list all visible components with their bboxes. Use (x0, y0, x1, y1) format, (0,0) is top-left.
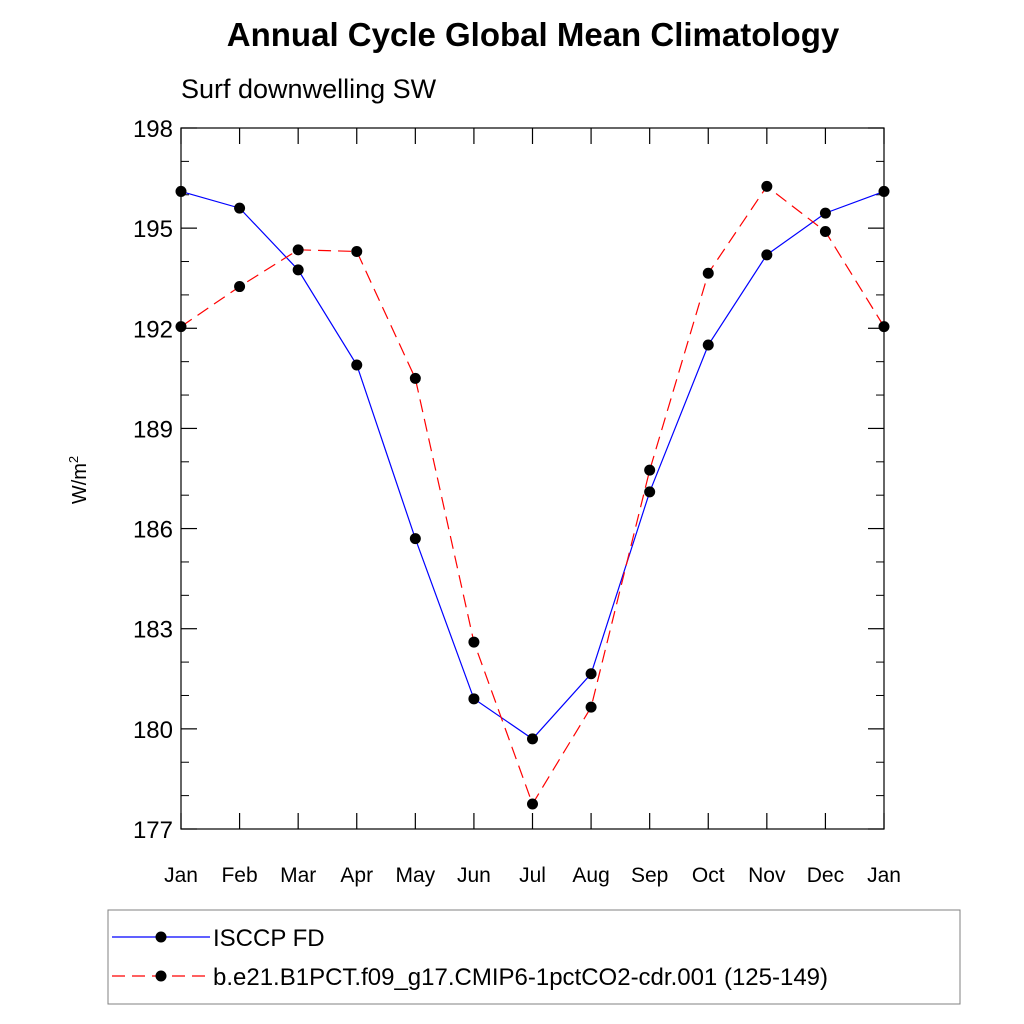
x-tick-label: Dec (807, 864, 844, 887)
series-2-point (234, 281, 246, 293)
y-axis-label-text: W/m (69, 463, 91, 504)
series-2-point (351, 246, 363, 258)
series-1-point (878, 185, 890, 197)
legend: ISCCP FD b.e21.B1PCT.f09_g17.CMIP6-1pctCO… (112, 925, 828, 991)
y-tick-label: 183 (133, 617, 173, 644)
y-tick-label: 198 (133, 116, 173, 143)
x-tick-label: Jul (519, 864, 546, 887)
series-2-point (409, 372, 421, 384)
series-2-point (819, 225, 831, 237)
series-1-point (468, 693, 480, 705)
series-1-point (351, 359, 363, 371)
legend-marker-2 (155, 970, 167, 982)
svg-text:W/m2: W/m2 (66, 456, 91, 504)
x-tick-label: Jan (867, 864, 901, 887)
series-2-point (292, 244, 304, 256)
y-axis-label: W/m2 (66, 456, 91, 504)
series-2-point (175, 321, 187, 333)
series-line-1 (180, 190, 885, 740)
x-tick-label: Nov (748, 864, 786, 887)
series-2-point (468, 636, 480, 648)
series-1-point (644, 486, 656, 498)
x-tick-label: May (395, 864, 435, 887)
series-2-point (761, 180, 773, 192)
series-2-point (702, 267, 714, 279)
x-tick-label: Jan (164, 864, 198, 887)
chart-subtitle: Surf downwelling SW (181, 74, 437, 104)
series-1-point (702, 339, 714, 351)
series-1-point (409, 533, 421, 545)
y-tick-label: 195 (133, 216, 173, 243)
legend-marker-1 (155, 931, 167, 943)
legend-label-2: b.e21.B1PCT.f09_g17.CMIP6-1pctCO2-cdr.00… (213, 964, 828, 991)
x-tick-label: Jun (457, 864, 491, 887)
series-1-point (175, 185, 187, 197)
series-1-point (234, 202, 246, 214)
x-tick-label: Apr (340, 864, 373, 887)
series-2-point (527, 798, 538, 810)
y-tick-label: 186 (133, 517, 173, 544)
chart-title: Annual Cycle Global Mean Climatology (227, 16, 840, 53)
plot-frame (180, 127, 885, 830)
legend-box (107, 909, 961, 1005)
series-layer (175, 180, 890, 810)
series-1-point (585, 668, 597, 680)
y-axis-label-superscript: 2 (66, 456, 81, 463)
x-tick-label: Oct (692, 864, 725, 887)
legend-label-1: ISCCP FD (213, 925, 325, 952)
x-tick-label: Aug (572, 864, 609, 887)
x-tick-label: Feb (221, 864, 257, 887)
series-2-point (585, 701, 597, 713)
y-tick-label: 177 (133, 817, 173, 844)
x-tick-label: Mar (280, 864, 316, 887)
series-1-point (527, 733, 538, 745)
series-2-point (878, 321, 890, 333)
series-line-2 (180, 185, 885, 806)
y-tick-label: 180 (133, 717, 173, 744)
series-1-point (761, 249, 773, 261)
x-tick-label: Sep (631, 864, 668, 887)
plot-axes: 177 180 183 186 189 192 195 198 Jan Feb Mar Apr May J… (133, 116, 901, 887)
series-2-point (644, 464, 656, 476)
y-tick-label: 192 (133, 316, 173, 343)
series-1-point (819, 207, 831, 219)
series-1-point (292, 264, 304, 276)
y-tick-label: 189 (133, 416, 173, 443)
